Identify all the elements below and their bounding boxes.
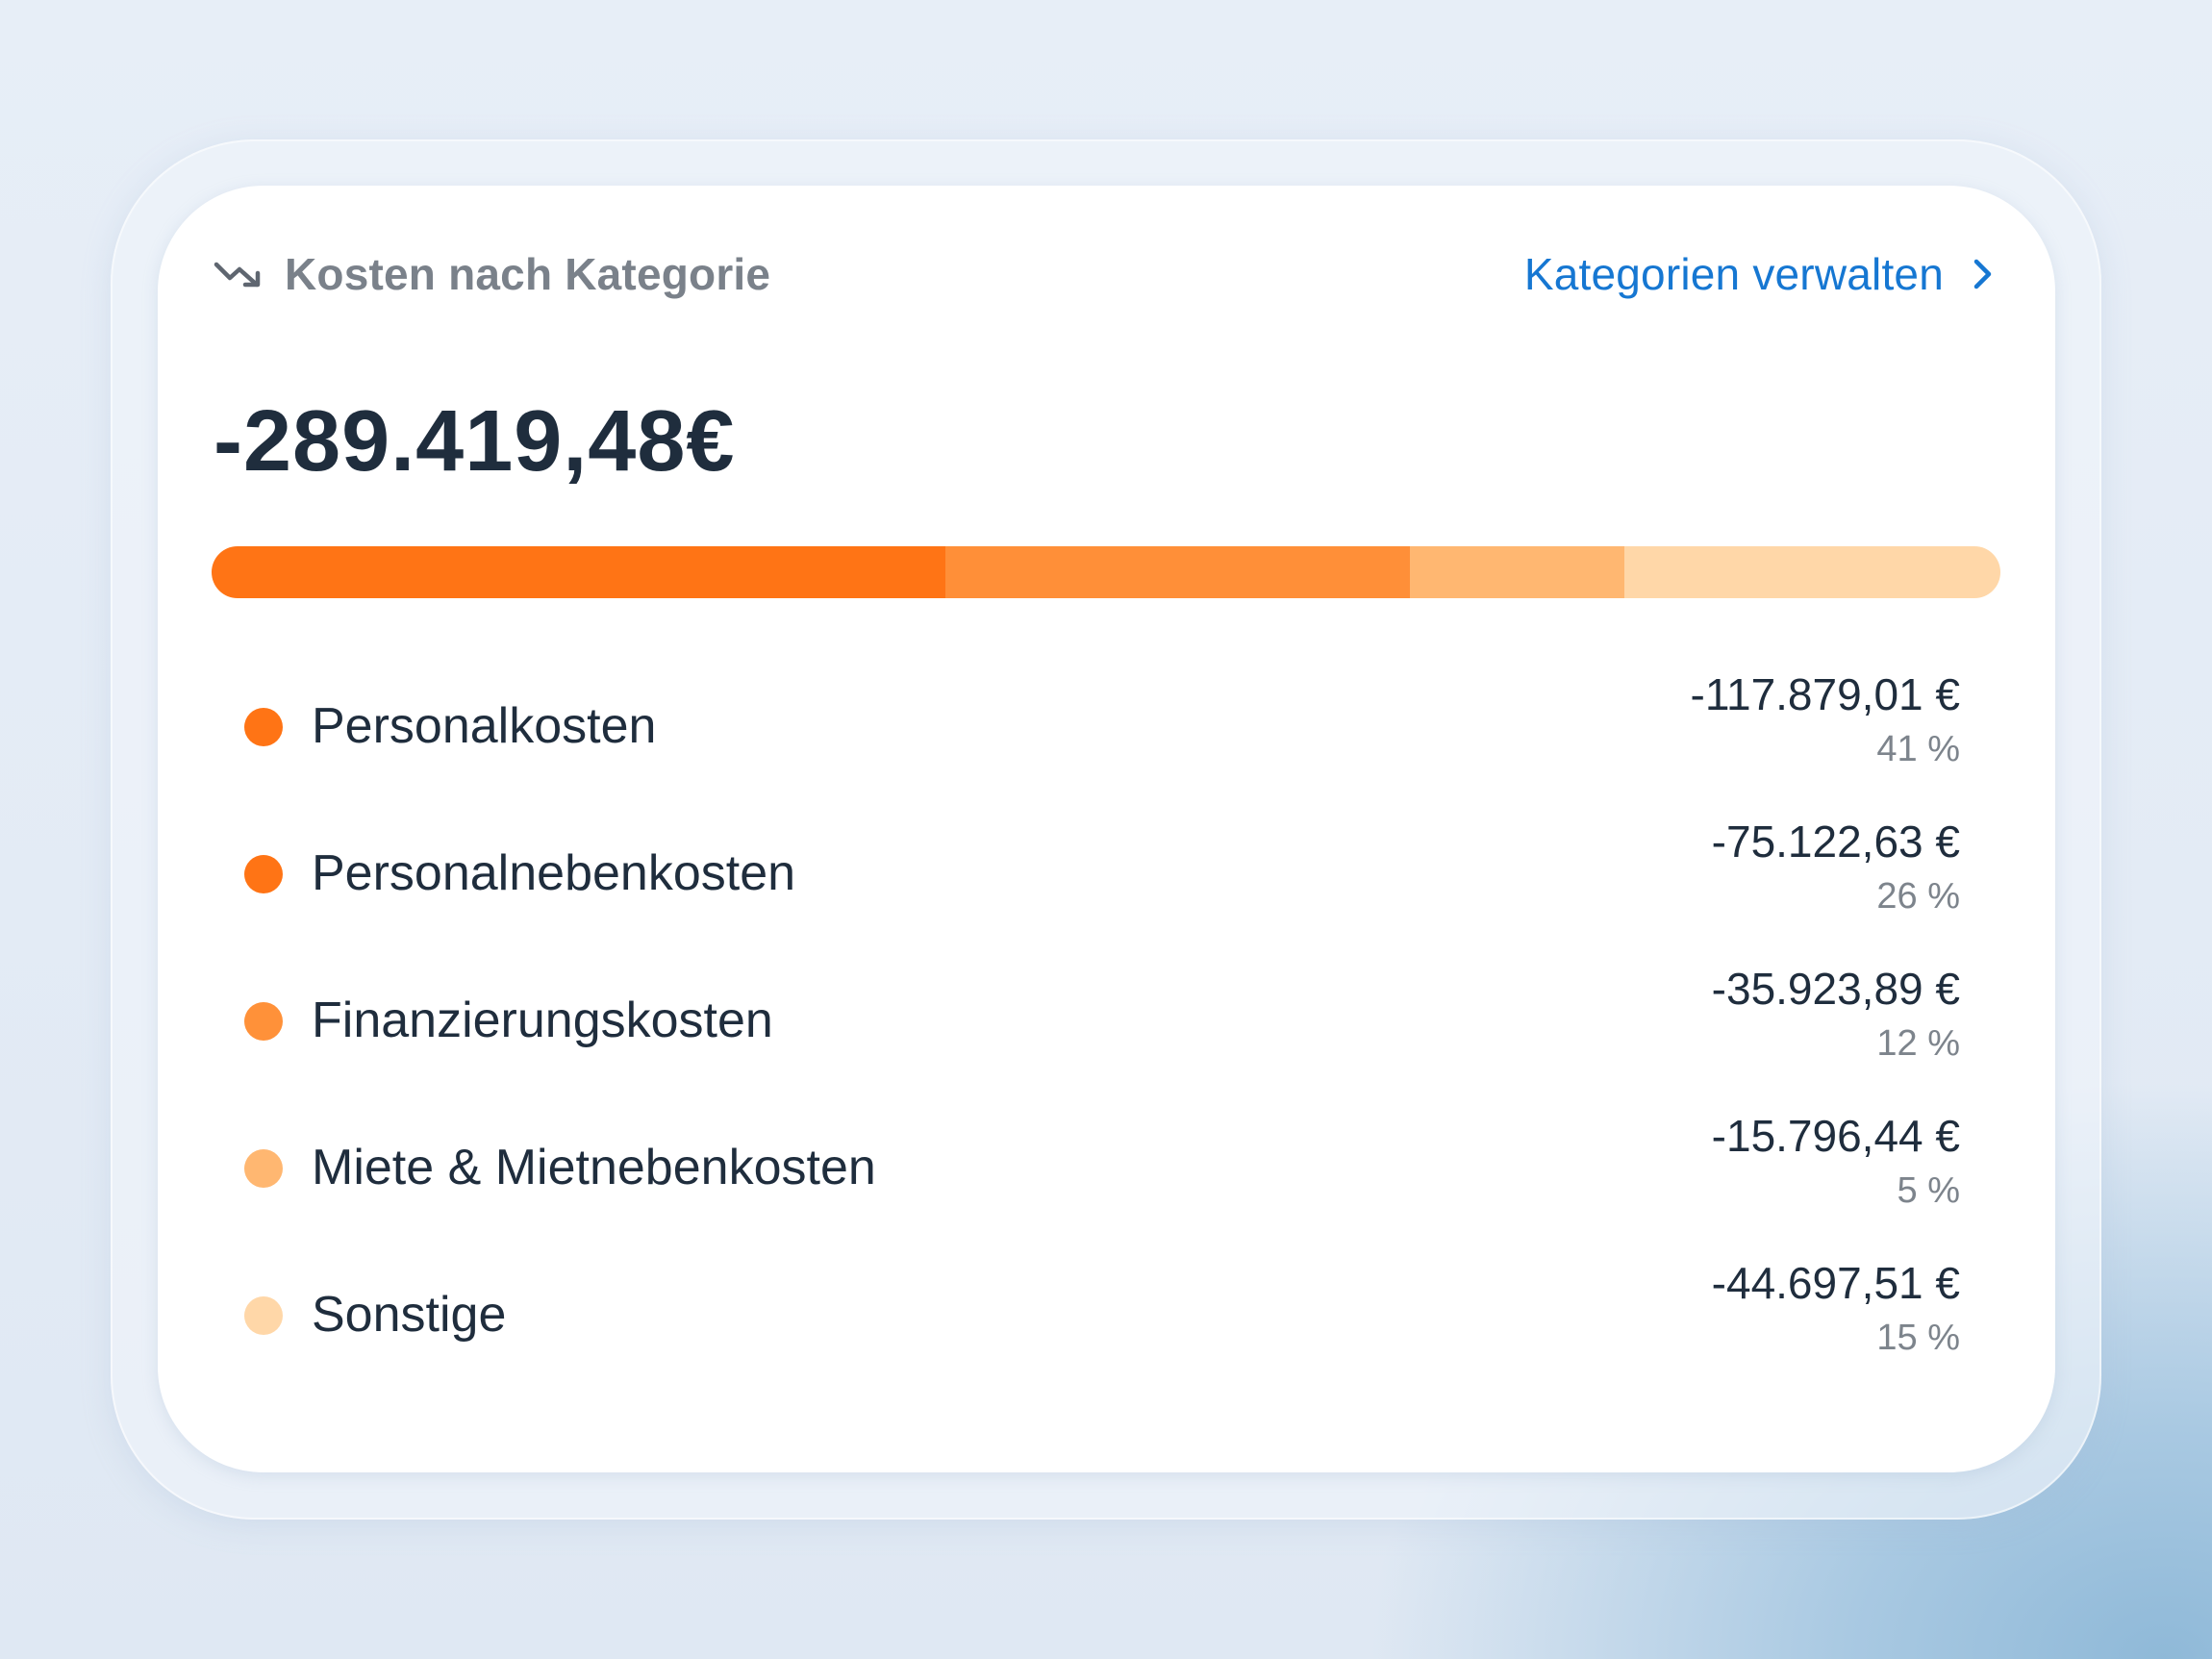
trending-down-icon <box>214 262 261 288</box>
category-name: Miete & Mietnebenkosten <box>312 1140 876 1195</box>
category-color-dot <box>244 1002 283 1041</box>
category-name: Personalnebenkosten <box>312 845 796 901</box>
category-amount: -15.796,44 € <box>1711 1111 1960 1161</box>
category-color-dot <box>244 855 283 893</box>
category-list: Personalkosten -117.879,01 € 41 % Personaln… <box>212 669 1960 1407</box>
stacked-bar-segment <box>1624 546 2000 598</box>
category-amount: -35.923,89 € <box>1711 964 1960 1014</box>
category-row: Personalkosten -117.879,01 € 41 % <box>212 669 1960 818</box>
card-title: Kosten nach Kategorie <box>285 249 771 299</box>
category-amount: -117.879,01 € <box>1690 669 1961 719</box>
category-name: Finanzierungskosten <box>312 993 773 1048</box>
category-percent: 15 % <box>1876 1318 1960 1358</box>
cost-by-category-card: Kosten nach Kategorie Kategorien verwalt… <box>158 186 2055 1472</box>
category-row: Personalnebenkosten -75.122,63 € 26 % <box>212 817 1960 966</box>
total-costs: -289.419,48€ <box>214 393 736 490</box>
category-name: Sonstige <box>312 1287 507 1343</box>
category-percent: 41 % <box>1876 729 1960 769</box>
stacked-share-bar <box>212 546 2000 598</box>
stacked-bar-segment <box>212 546 945 598</box>
category-percent: 5 % <box>1897 1170 1960 1211</box>
category-percent: 26 % <box>1876 876 1960 917</box>
card-header: Kosten nach Kategorie <box>214 243 770 305</box>
category-color-dot <box>244 1296 283 1335</box>
chevron-right-icon <box>1973 259 1992 289</box>
category-row: Finanzierungskosten -35.923,89 € 12 % <box>212 964 1960 1113</box>
stacked-bar-segment <box>1410 546 1625 598</box>
category-amount: -75.122,63 € <box>1711 817 1960 867</box>
stacked-bar-segment <box>944 546 1411 598</box>
manage-categories-label: Kategorien verwalten <box>1523 249 1944 299</box>
category-color-dot <box>244 1149 283 1188</box>
category-amount: -44.697,51 € <box>1711 1258 1960 1308</box>
category-row: Miete & Mietnebenkosten -15.796,44 € 5 % <box>212 1111 1960 1260</box>
category-color-dot <box>244 708 283 746</box>
category-name: Personalkosten <box>312 698 657 754</box>
manage-categories-link[interactable]: Kategorien verwalten <box>1524 243 1996 305</box>
category-row: Sonstige -44.697,51 € 15 % <box>212 1258 1960 1407</box>
category-percent: 12 % <box>1876 1023 1960 1064</box>
